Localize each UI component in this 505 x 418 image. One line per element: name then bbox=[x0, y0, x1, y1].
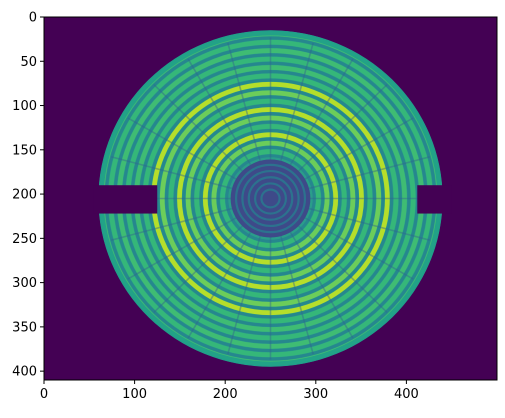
disc-spoke bbox=[304, 117, 414, 180]
y-tick-label: 250 bbox=[12, 232, 37, 247]
y-axis: 0 50 100 150 200 250 300 350 400 bbox=[12, 11, 44, 380]
disc-spoke bbox=[308, 207, 430, 241]
disc-spoke bbox=[280, 235, 314, 355]
disc-ring-gap bbox=[208, 137, 333, 260]
disc-spoke bbox=[227, 42, 261, 162]
disc-notch-right bbox=[417, 185, 452, 214]
disc-ring-gap bbox=[173, 103, 368, 294]
x-tick-label: 300 bbox=[303, 387, 328, 402]
disc-spoke bbox=[227, 235, 261, 355]
disc-spoke bbox=[111, 156, 233, 190]
disc-spoke bbox=[308, 156, 430, 190]
x-tick-label: 100 bbox=[122, 387, 147, 402]
disc-ring-gap bbox=[165, 95, 376, 302]
disc-ring bbox=[211, 140, 330, 257]
disc-core-rings bbox=[234, 163, 307, 234]
disc-spoke bbox=[111, 207, 233, 241]
x-tick-label: 200 bbox=[213, 387, 238, 402]
disc-ring bbox=[220, 149, 321, 248]
disc-spoke bbox=[127, 117, 237, 180]
disc-spoke bbox=[298, 225, 388, 314]
y-tick-label: 50 bbox=[20, 55, 37, 70]
y-tick-label: 300 bbox=[12, 276, 37, 291]
disc-ring-gap bbox=[216, 145, 325, 252]
disc-core-ring bbox=[260, 188, 281, 209]
plot-frame bbox=[43, 16, 498, 381]
y-tick-label: 100 bbox=[12, 99, 37, 114]
disc-ring-gap bbox=[156, 86, 385, 311]
disc-core-ring bbox=[234, 163, 307, 234]
disc-spoke bbox=[127, 217, 237, 280]
disc-spoke bbox=[304, 217, 414, 280]
disc-spokes bbox=[105, 37, 436, 360]
disc-spoke bbox=[298, 83, 388, 172]
disc-core-ring bbox=[247, 176, 294, 221]
disc-ring bbox=[168, 98, 373, 299]
y-tick-label: 150 bbox=[12, 143, 37, 158]
disc-ring-gap bbox=[199, 129, 342, 268]
x-tick-label: 400 bbox=[394, 387, 419, 402]
disc-ring-gap bbox=[225, 154, 316, 243]
y-tick-label: 350 bbox=[12, 320, 37, 335]
y-tick-label: 400 bbox=[12, 365, 37, 380]
disc-notch-left bbox=[93, 185, 158, 214]
disc-spoke bbox=[289, 58, 354, 166]
x-tick-label: 0 bbox=[40, 387, 48, 402]
disc-ring-gap bbox=[190, 120, 351, 277]
x-axis: 0 100 200 300 400 bbox=[40, 380, 419, 402]
y-tick-label: 0 bbox=[29, 11, 37, 26]
disc-ring bbox=[177, 107, 364, 290]
disc-spoke bbox=[153, 225, 243, 314]
plot-area bbox=[44, 17, 497, 380]
disc-spoke bbox=[187, 58, 252, 166]
disc-core-ring bbox=[253, 182, 288, 215]
disc-spoke bbox=[153, 83, 243, 172]
disc-spoke bbox=[289, 231, 354, 339]
disc-spoke bbox=[280, 42, 314, 162]
disc-ring bbox=[159, 90, 382, 307]
disc-ring-gap bbox=[182, 112, 359, 285]
disc-ring bbox=[185, 115, 356, 282]
disc-ring bbox=[194, 123, 347, 274]
disc-ring bbox=[202, 132, 339, 265]
disc-core-ring bbox=[241, 169, 300, 228]
disc-spoke bbox=[187, 231, 252, 339]
y-tick-label: 200 bbox=[12, 188, 37, 203]
